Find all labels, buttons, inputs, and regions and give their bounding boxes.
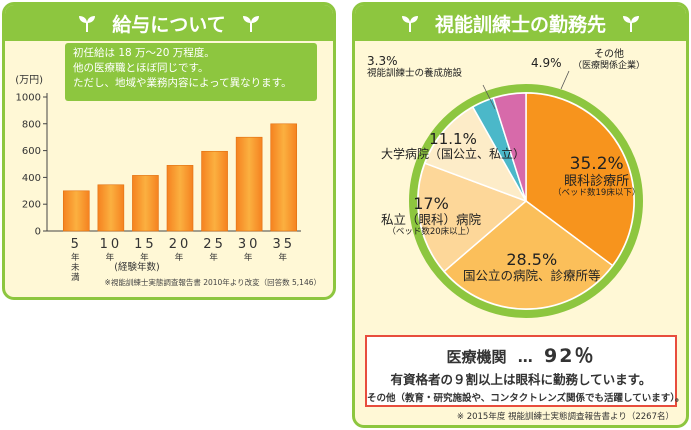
bar <box>201 150 228 232</box>
slice-name: 視能訓練士の養成施設 <box>367 67 463 79</box>
slice-name: 私立（眼科）病院 <box>381 212 482 228</box>
slice-pct: 4.9% <box>531 56 562 70</box>
salary-bar-chart: (万円)100080060040020005年未満10年15年20年25年30年… <box>15 75 321 287</box>
x-tick-unit: 年 <box>175 252 184 263</box>
salary-panel-header: 給与について <box>5 5 333 41</box>
x-tick-unit: 年 <box>140 252 149 263</box>
slice-label-pct-other: 4.9% <box>531 56 562 71</box>
x-tick-label: 35 <box>272 237 295 252</box>
slice-pct: 11.1% <box>429 130 477 148</box>
sprout-icon <box>623 16 639 32</box>
x-tick-unit: 年 <box>209 252 218 263</box>
x-tick-unit: 年 <box>106 252 115 263</box>
slice-pct: 28.5% <box>506 250 558 269</box>
summary-subtext: その他（教育・研究施設や、コンタクトレンズ関係でも活躍しています）。 <box>367 393 685 404</box>
x-tick-label: 25 <box>203 237 226 252</box>
bar <box>132 175 159 232</box>
y-axis-label: (万円) <box>15 75 43 86</box>
salary-note: 初任給は 18 万〜20 万程度。 他の医療職とほぼ同じです。 ただし、地域や業… <box>65 43 317 101</box>
salary-note-line: 他の医療職とほぼ同じです。 <box>73 62 209 74</box>
slice-pct: 35.2% <box>569 154 624 174</box>
y-tick-label: 800 <box>22 119 41 130</box>
slice-sub: （医療関係企業） <box>573 60 646 71</box>
x-tick-label: 15 <box>134 237 157 252</box>
slice-name: 大学病院（国公立、私立） <box>381 147 526 162</box>
bar <box>97 184 125 232</box>
pie-slice <box>525 92 635 267</box>
slice-label-school: 3.3% 視能訓練士の養成施設 <box>367 54 463 80</box>
workplace-panel-header: 視能訓練士の勤務先 <box>355 5 686 41</box>
x-axis-label: (経験年数) <box>114 261 159 273</box>
workplace-panel: 視能訓練士の勤務先 35.2% 眼科診療所 （ベッド数19床以下） 28.5% … <box>352 2 689 428</box>
summary-text: 有資格者の９割以上は眼科に勤務しています。 <box>390 372 652 387</box>
summary-box: 医療機関 … 92％ 有資格者の９割以上は眼科に勤務しています。 その他（教育・… <box>365 335 685 407</box>
salary-note-line: ただし、地域や業務内容によって異なります。 <box>73 77 292 89</box>
pie-slice <box>417 162 528 273</box>
sprout-icon <box>79 16 96 32</box>
summary-dots: … <box>517 348 533 366</box>
salary-source: ※視能訓練士実態調査報告書 2010年より改変（回答数 5,146） <box>105 277 321 287</box>
pie-ring <box>409 84 643 318</box>
workplace-title: 視能訓練士の勤務先 <box>434 13 606 36</box>
pie-slice <box>443 200 614 310</box>
slice-sub: （ベッド数19床以下） <box>553 188 641 199</box>
y-tick-label: 400 <box>22 173 41 184</box>
workplace-source: ※ 2015年度 視能訓練士実態調査報告書より（2267名） <box>456 412 674 422</box>
x-tick-label: 5 <box>71 237 82 252</box>
x-tick-label: 30 <box>238 237 261 252</box>
bar <box>166 165 194 232</box>
slice-pct: 17% <box>413 194 449 213</box>
salary-panel: 給与について (万円) 1000 800 600 400 200 0 5 年未満 10 年 15 年 20… <box>2 2 336 300</box>
x-tick-unit: 年 <box>71 252 80 263</box>
sprout-icon <box>242 16 259 32</box>
slice-sub: （ベッド数20床以上） <box>387 226 475 237</box>
summary-value: 92％ <box>544 345 596 367</box>
summary-headline: 医療機関 … 92％ <box>367 341 675 368</box>
y-tick-label: 1000 <box>16 93 41 104</box>
pie-slice <box>423 105 528 203</box>
x-tick-unit: 年 <box>278 252 287 263</box>
pie-slice <box>492 92 527 202</box>
y-tick-label: 600 <box>22 146 41 157</box>
x-tick-unit: 満 <box>71 273 80 283</box>
workplace-pie-chart <box>409 70 643 318</box>
bar <box>270 123 298 232</box>
slice-name: 眼科診療所 <box>564 173 630 189</box>
summary-label: 医療機関 <box>446 348 507 366</box>
bar <box>62 190 90 232</box>
sprout-icon <box>401 16 418 32</box>
y-tick-label: 0 <box>35 227 41 238</box>
slice-label-public: 28.5% 国公立の病院、診療所等 <box>463 250 601 284</box>
slice-label-university: 11.1% 大学病院（国公立、私立） <box>381 130 526 162</box>
slice-pct: 3.3% <box>367 54 398 68</box>
x-tick-unit: 未 <box>71 262 80 273</box>
slice-label-other: その他 （医療関係企業） <box>573 49 645 71</box>
slice-label-clinic: 35.2% 眼科診療所 （ベッド数19床以下） <box>553 154 641 199</box>
leader-line <box>560 70 570 90</box>
bar <box>235 136 263 232</box>
x-tick-unit: 年 <box>244 252 253 263</box>
leader-line <box>482 84 496 110</box>
slice-label-private: 17% 私立（眼科）病院 （ベッド数20床以上） <box>381 194 482 238</box>
x-tick-label: 10 <box>100 237 123 252</box>
x-tick-label: 20 <box>169 237 192 252</box>
salary-note-line: 初任給は 18 万〜20 万程度。 <box>73 47 215 59</box>
slice-name: 国公立の病院、診療所等 <box>463 268 601 284</box>
salary-title: 給与について <box>112 13 226 36</box>
y-tick-label: 200 <box>22 200 41 211</box>
slice-name: その他 <box>594 49 624 60</box>
